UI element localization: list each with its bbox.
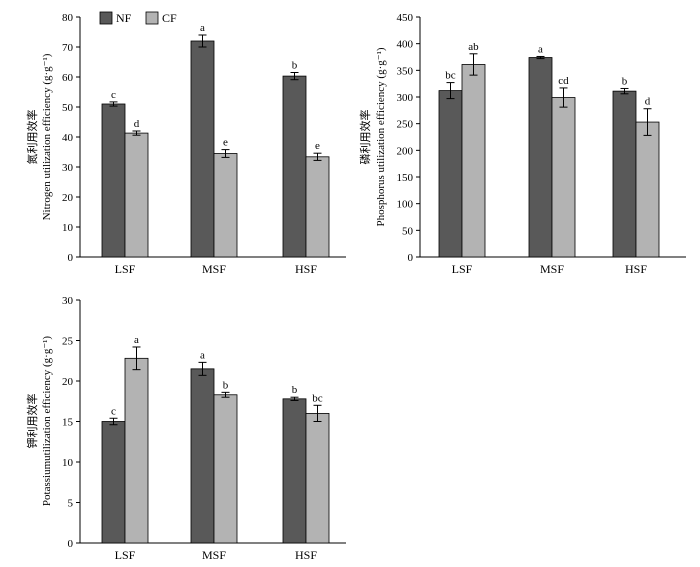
- significance-letter: c: [111, 89, 116, 101]
- bar: [282, 75, 307, 258]
- bar: [101, 421, 126, 544]
- significance-letter: cd: [558, 75, 569, 87]
- y-tick-label: 350: [397, 65, 414, 77]
- y-axis-label-cn: 氮利用效率: [25, 110, 39, 165]
- y-tick-label: 0: [68, 538, 74, 550]
- y-tick-label: 0: [68, 252, 74, 264]
- x-tick-label: MSF: [202, 262, 226, 276]
- bar: [282, 398, 307, 544]
- y-tick-label: 70: [62, 42, 74, 54]
- y-tick-label: 30: [62, 162, 74, 174]
- y-tick-label: 250: [397, 119, 414, 131]
- significance-letter: b: [292, 60, 298, 72]
- significance-letter: a: [200, 22, 205, 34]
- significance-letter: a: [538, 43, 543, 55]
- y-tick-label: 50: [402, 225, 414, 237]
- bar: [101, 103, 126, 258]
- y-tick-label: 100: [397, 199, 414, 211]
- significance-letter: ab: [468, 41, 479, 53]
- significance-letter: e: [223, 137, 228, 149]
- y-tick-label: 400: [397, 39, 414, 51]
- y-tick-label: 40: [62, 132, 74, 144]
- x-tick-label: MSF: [540, 262, 564, 276]
- x-tick-label: HSF: [295, 548, 317, 562]
- x-tick-label: HSF: [295, 262, 317, 276]
- bar: [124, 132, 149, 258]
- bar: [190, 368, 215, 544]
- significance-letter: d: [134, 118, 140, 130]
- phosphorus-chart: 磷利用效率 Phosphorus utilization efficiency …: [358, 12, 686, 276]
- bar: [213, 153, 238, 258]
- y-axis-label-cn: 钾利用效率: [25, 394, 39, 449]
- bar: [528, 57, 553, 258]
- bar: [438, 90, 463, 258]
- bar: [305, 412, 330, 544]
- y-tick-label: 25: [62, 336, 74, 348]
- y-tick-label: 300: [397, 92, 414, 104]
- y-tick-label: 0: [408, 252, 414, 264]
- bar: [612, 90, 637, 258]
- significance-letter: b: [223, 379, 229, 391]
- x-tick-label: LSF: [115, 262, 136, 276]
- y-tick-label: 15: [62, 417, 74, 429]
- y-axis-label-en: Nitrogen utilization efficiency (g·g⁻¹): [41, 53, 53, 220]
- significance-letter: b: [622, 75, 628, 87]
- bar: [635, 121, 660, 258]
- x-tick-label: MSF: [202, 548, 226, 562]
- y-tick-label: 50: [62, 102, 74, 114]
- y-tick-label: 80: [62, 12, 74, 24]
- bar: [461, 64, 486, 258]
- significance-letter: d: [645, 96, 651, 108]
- bar: [213, 394, 238, 544]
- legend-label-nf: NF: [116, 11, 132, 25]
- significance-letter: e: [315, 140, 320, 152]
- y-tick-label: 5: [68, 498, 74, 510]
- y-tick-label: 10: [62, 222, 74, 234]
- significance-letter: bc: [445, 70, 456, 82]
- y-tick-label: 450: [397, 12, 414, 24]
- significance-letter: b: [292, 384, 298, 396]
- x-tick-label: LSF: [452, 262, 473, 276]
- y-tick-label: 20: [62, 192, 74, 204]
- y-axis-label-cn: 磷利用效率: [358, 110, 372, 165]
- significance-letter: c: [111, 405, 116, 417]
- bar: [551, 97, 576, 258]
- legend-swatch-nf: [99, 11, 113, 25]
- x-tick-label: HSF: [625, 262, 647, 276]
- y-tick-label: 20: [62, 376, 74, 388]
- y-axis-label-en: Phosphorus utilization efficiency (g·g⁻¹…: [375, 47, 387, 226]
- significance-letter: bc: [312, 392, 323, 404]
- x-tick-label: LSF: [115, 548, 136, 562]
- y-axis-label-en: Potassiumutilization efficiency (g·g⁻¹): [41, 336, 53, 507]
- y-tick-label: 60: [62, 72, 74, 84]
- legend: NF CF: [99, 11, 177, 25]
- potassium-chart: 钾利用效率 Potassiumutilization efficiency (g…: [25, 295, 346, 562]
- y-tick-label: 200: [397, 145, 414, 157]
- y-tick-label: 150: [397, 172, 414, 184]
- bar: [305, 156, 330, 258]
- bar: [190, 40, 215, 258]
- y-tick-label: 10: [62, 457, 74, 469]
- significance-letter: a: [134, 334, 139, 346]
- y-tick-label: 30: [62, 295, 74, 307]
- bar: [124, 357, 149, 544]
- nitrogen-chart: 氮利用效率 Nitrogen utilization efficiency (g…: [25, 11, 346, 276]
- legend-swatch-cf: [145, 11, 159, 25]
- significance-letter: a: [200, 349, 205, 361]
- legend-label-cf: CF: [162, 11, 177, 25]
